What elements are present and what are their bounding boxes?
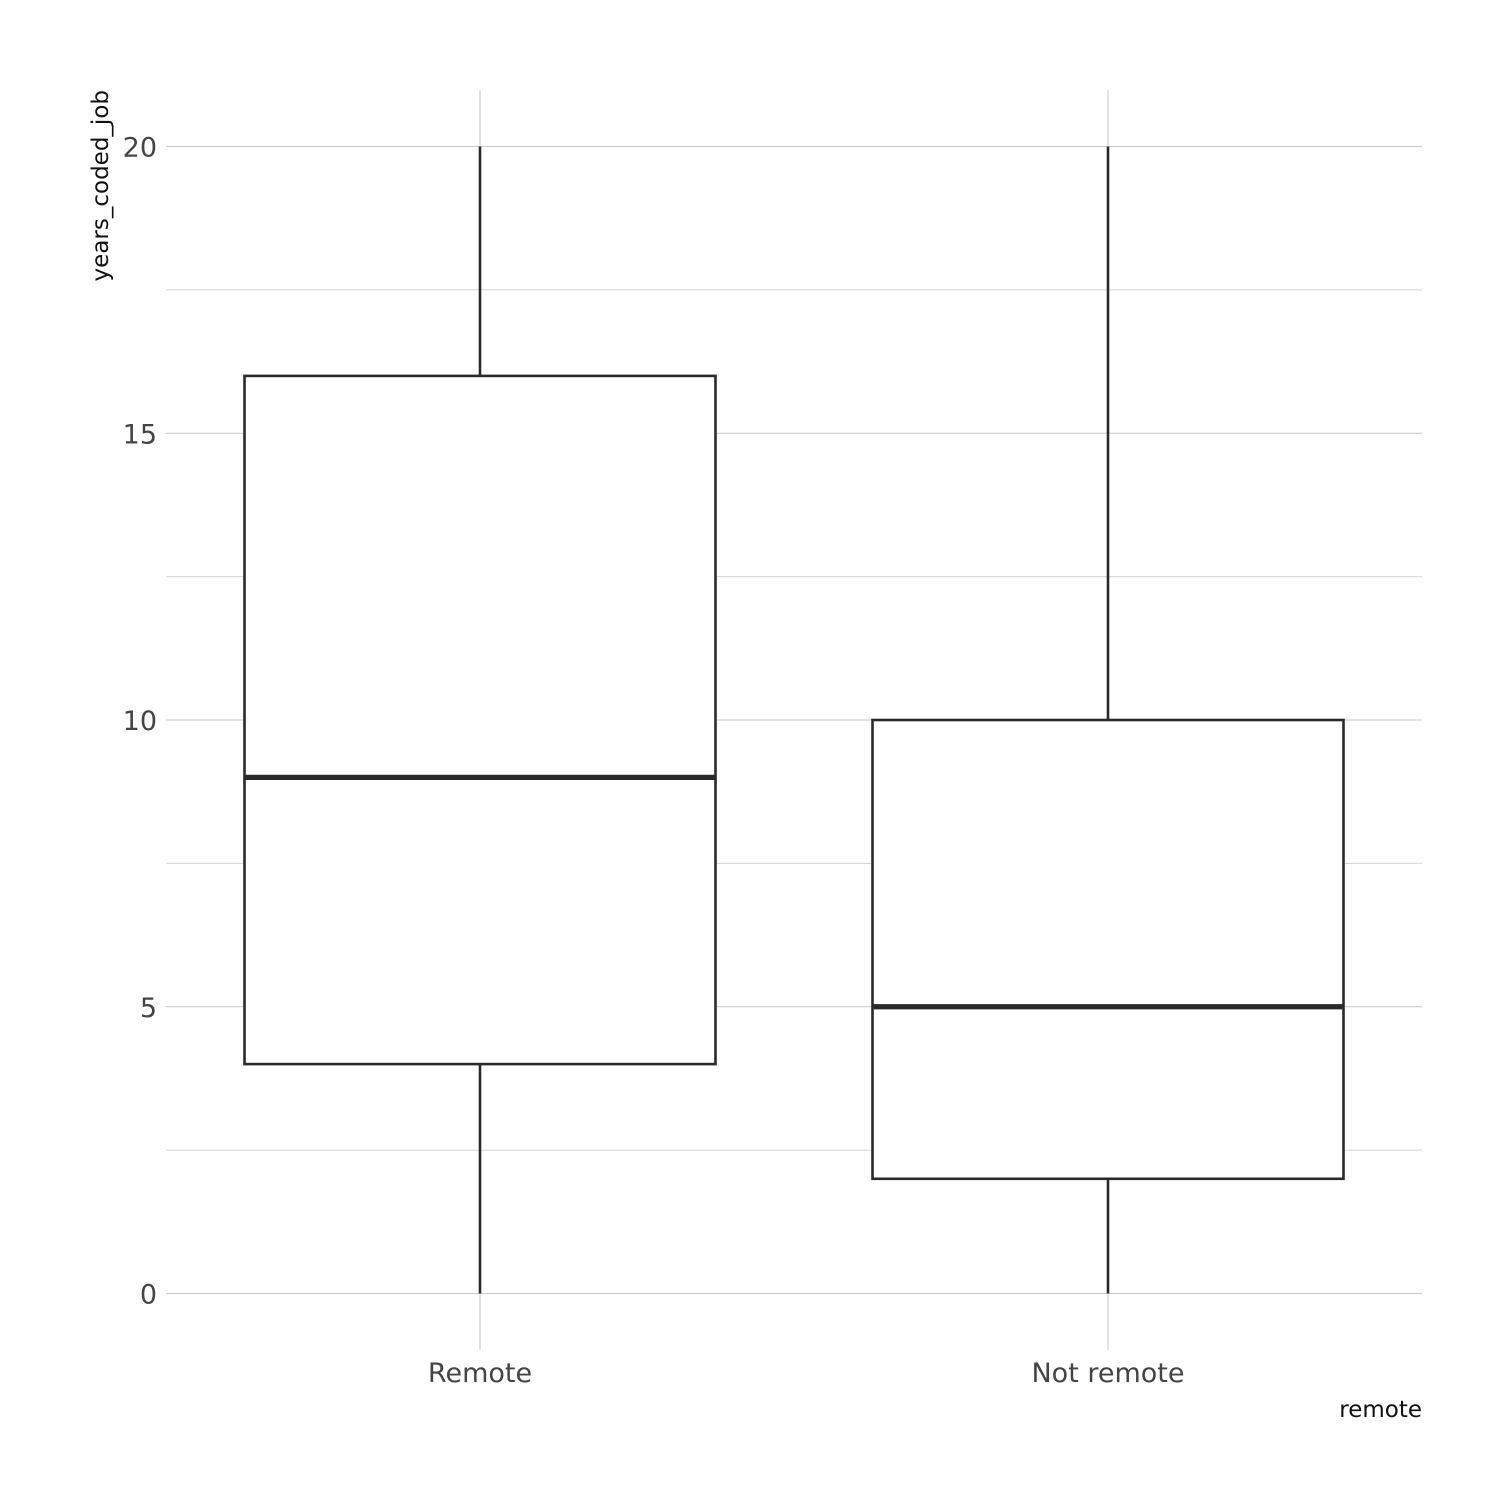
y-tick-label: 0 bbox=[140, 1280, 157, 1311]
iqr-box bbox=[243, 374, 717, 1066]
x-tick-label: Not remote bbox=[1031, 1358, 1184, 1389]
x-axis-title: remote bbox=[1339, 1397, 1422, 1423]
y-tick-label: 5 bbox=[140, 993, 157, 1024]
boxes bbox=[243, 146, 1345, 1294]
y-tick-label: 15 bbox=[123, 419, 157, 450]
iqr-box bbox=[871, 718, 1345, 1181]
y-axis-title: years_coded_job bbox=[88, 90, 114, 281]
tick-labels: 0 5 10 15 20 Remote Not remote bbox=[123, 133, 1185, 1390]
x-tick-label: Remote bbox=[428, 1358, 532, 1389]
y-tick-label: 20 bbox=[123, 133, 157, 164]
y-tick-label: 10 bbox=[123, 706, 157, 737]
